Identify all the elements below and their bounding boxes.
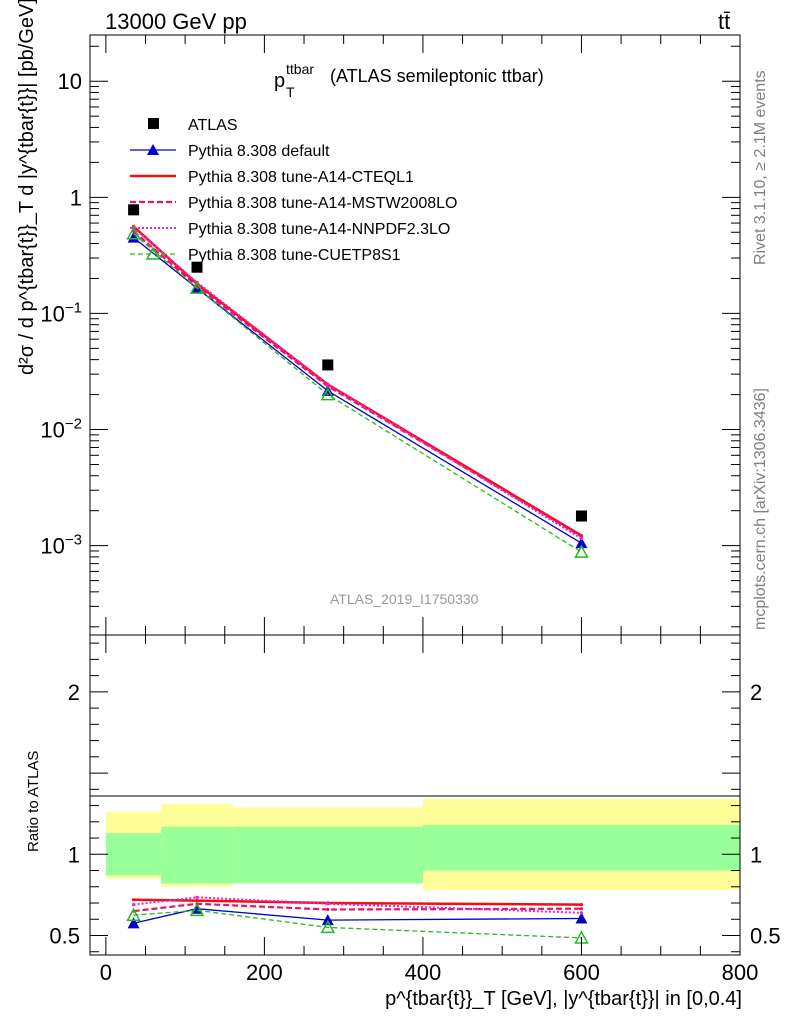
main-line-default [133,237,582,544]
legend-label-cteql1: Pythia 8.308 tune-A14-CTEQL1 [188,169,414,186]
legend-marker-cuetp8s1 [145,246,161,260]
ratio-series-layer [126,895,589,944]
legend-label-cuetp8s1: Pythia 8.308 tune-CUETP8S1 [188,247,401,264]
ratio-point-cteql1-1 [195,898,199,903]
main-point-cuetp8s1-2 [320,387,336,401]
main-panel: 10−3 10−2 10−1 1 10 p ttbar T (ATLAS semilep… [16,0,741,636]
rivet-label: Rivet 3.1.10, ≥ 2.1M events [752,70,769,265]
x-axis-label: p^{tbar{t}}_T [GeV], |y^{tbar{t}}| in [0… [385,988,742,1010]
ratio-line-cteql1 [133,898,582,906]
ratio-point-default-0 [127,917,140,929]
ratio-ylabel: Ratio to ATLAS [25,751,42,852]
legend-marker-data [148,118,159,129]
ratio-point-cuetp8s1-1 [189,902,205,917]
atlas-data-point-1 [191,261,203,273]
stat-band-0 [105,833,162,876]
main-ytick-label-0: 10−3 [40,532,82,559]
ratio-point-nnpdf-1 [195,895,199,899]
ratio-ytick-label-left-2: 2 [68,680,80,705]
watermark: ATLAS_2019_I1750330 [330,591,479,607]
main-point-cuetp8s1-3 [574,544,589,558]
ratio-point-default-3 [575,912,588,924]
main-point-nnpdf-3 [579,536,584,541]
main-point-default-0 [127,231,140,243]
main-ytick-label-1: 10−2 [40,416,82,443]
x-tick-label-1: 200 [246,960,283,985]
header-right: tt̄ [718,9,730,34]
ratio-point-nnpdf-2 [326,902,330,906]
main-point-nnpdf-2 [326,382,330,386]
main-point-cuetp8s1-0 [126,226,141,240]
x-axis-ticks: 0 200 400 600 800 [100,35,759,985]
main-line-cuetp8s1 [133,233,582,553]
x-tick-label-3: 600 [563,960,600,985]
atlas-data-point-2 [322,359,334,371]
main-title-rest: (ATLAS semileptonic ttbar) [330,66,544,86]
main-title-p: p [274,70,285,92]
main-ticks: 10−3 10−2 10−1 1 10 [40,45,740,628]
atlas-data-point-3 [575,510,587,522]
ratio-line-nnpdf [133,896,582,914]
ratio-line-cuetp8s1 [133,909,582,939]
main-ytick-label-3: 1 [70,185,82,210]
x-tick-label-2: 400 [405,960,442,985]
main-ytick-label-2: 10−1 [40,299,82,326]
main-title-sup: ttbar [286,61,314,77]
legend-label-data: ATLAS [188,117,238,134]
ratio-ytick-label-right-2: 2 [750,680,762,705]
main-line-nnpdf [132,227,583,540]
ratio-ytick-label-left-0: 0.5 [49,924,80,949]
mcplots-label: mcplots.cern.ch [arXiv:1306.3436] [752,388,769,630]
legend-marker-default [147,144,159,155]
ratio-panel: 0.5 0.5 1 1 2 2 Ratio to ATLAS [25,634,781,956]
x-tick-label-4: 800 [722,960,759,985]
ratio-line-default [133,908,582,924]
main-point-cuetp8s1-1 [189,280,205,294]
ratio-point-nnpdf-3 [579,911,584,915]
ratio-ytick-label-right-1: 1 [750,842,762,867]
atlas-data-point-0 [128,204,140,216]
legend-label-default: Pythia 8.308 default [188,143,330,160]
main-title-sub: T [286,84,295,100]
main-line-cteql1 [132,225,583,537]
header-left: 13000 GeV pp [105,9,247,34]
ratio-frame [89,634,741,956]
main-series-layer [126,204,589,558]
ratio-point-default-2 [321,914,334,926]
legend-label-mstw: Pythia 8.308 tune-A14-MSTW2008LO [188,195,457,212]
ratio-point-cteql1-0 [131,898,136,902]
main-ytick-label-4: 10 [58,69,82,94]
stat-band-2 [232,826,423,884]
ratio-point-cuetp8s1-2 [320,919,336,934]
ratio-ytick-label-left-1: 1 [68,842,80,867]
stat-band-3 [422,825,740,871]
main-point-default-3 [575,537,588,549]
ratio-bands [105,799,740,891]
ratio-point-mstw-3 [579,907,584,911]
x-tick-label-0: 0 [100,960,112,985]
legend-label-nnpdf: Pythia 8.308 tune-A14-NNPDF2.3LO [188,221,450,238]
ratio-ticks: 0.5 0.5 1 1 2 2 [49,642,781,953]
main-line-mstw [132,230,583,538]
ratio-point-cuetp8s1-0 [126,907,141,921]
legend: ATLAS Pythia 8.308 default Pythia 8.308 tu… [130,117,457,264]
ratio-point-cteql1-3 [579,903,584,907]
ratio-ytick-label-right-0: 0.5 [750,924,781,949]
ratio-point-mstw-2 [326,907,330,912]
stat-band-1 [161,826,233,884]
ratio-line-mstw [133,902,582,913]
main-ylabel: d²σ / d p^{tbar{t}}_T d |y^{tbar{t}}| [p… [16,0,38,375]
ratio-point-nnpdf-0 [131,903,136,907]
